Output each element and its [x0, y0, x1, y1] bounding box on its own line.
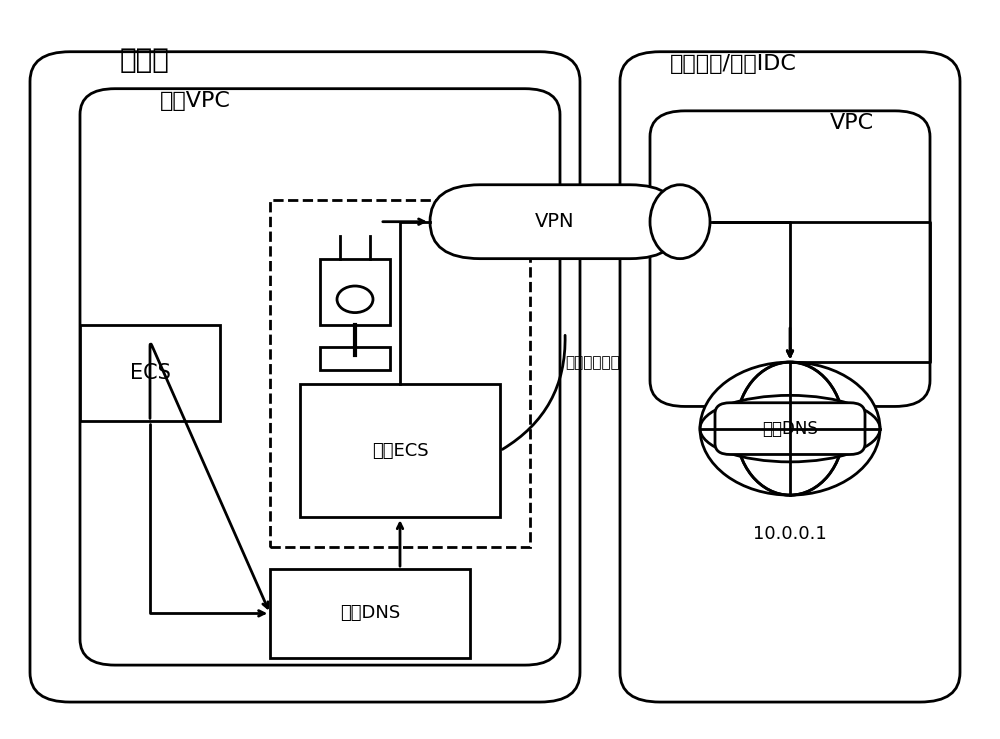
- FancyBboxPatch shape: [715, 403, 865, 454]
- Text: VPC: VPC: [830, 113, 874, 133]
- Text: 内网DNS: 内网DNS: [340, 605, 400, 622]
- Text: 用户DNS: 用户DNS: [762, 420, 818, 437]
- Text: ECS: ECS: [130, 363, 170, 384]
- FancyBboxPatch shape: [80, 325, 220, 421]
- Ellipse shape: [650, 185, 710, 259]
- FancyBboxPatch shape: [320, 347, 390, 370]
- FancyBboxPatch shape: [300, 384, 500, 517]
- FancyBboxPatch shape: [430, 185, 680, 259]
- Text: VPN: VPN: [535, 212, 575, 231]
- Text: 用户VPC: 用户VPC: [160, 91, 231, 111]
- FancyBboxPatch shape: [270, 569, 470, 658]
- Text: 出站终端节点: 出站终端节点: [565, 355, 620, 370]
- Text: 出站ECS: 出站ECS: [372, 442, 428, 460]
- Text: 公有云: 公有云: [120, 46, 170, 74]
- Text: 第三方云/用户IDC: 第三方云/用户IDC: [670, 54, 797, 74]
- Circle shape: [700, 362, 880, 495]
- FancyBboxPatch shape: [320, 259, 390, 325]
- Text: 10.0.0.1: 10.0.0.1: [753, 525, 827, 542]
